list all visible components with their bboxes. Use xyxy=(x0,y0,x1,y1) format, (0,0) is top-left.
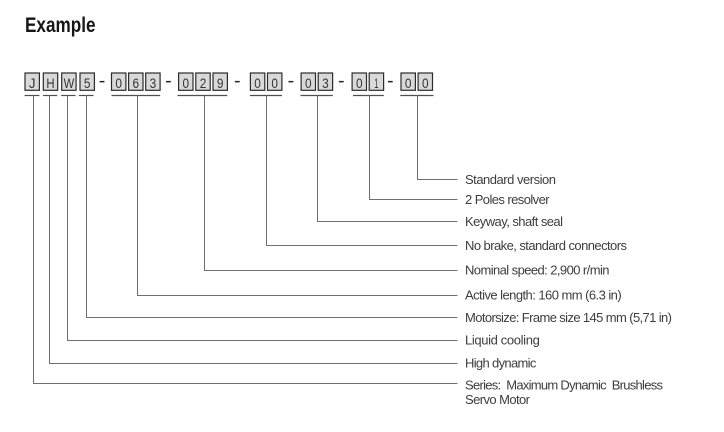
svg-text:Liquid cooling: Liquid cooling xyxy=(465,333,540,348)
svg-text:9: 9 xyxy=(217,76,224,91)
svg-text:H: H xyxy=(46,76,54,91)
svg-text:Active length: 160 mm (6.3 in): Active length: 160 mm (6.3 in) xyxy=(465,288,622,303)
svg-text:No brake, standard connectors: No brake, standard connectors xyxy=(465,238,628,253)
svg-text:2 Poles resolver: 2 Poles resolver xyxy=(465,192,550,207)
svg-text:0: 0 xyxy=(405,76,412,91)
svg-text:0: 0 xyxy=(183,76,190,91)
svg-text:Nominal speed: 2,900 r/min: Nominal speed: 2,900 r/min xyxy=(465,263,610,278)
svg-text:Example: Example xyxy=(25,13,96,37)
svg-text:0: 0 xyxy=(254,76,261,91)
svg-text:0: 0 xyxy=(422,76,429,91)
svg-text:Servo Motor: Servo Motor xyxy=(465,392,531,407)
svg-text:0: 0 xyxy=(305,76,312,91)
svg-text:6: 6 xyxy=(133,76,140,91)
svg-text:Keyway, shaft seal: Keyway, shaft seal xyxy=(465,214,563,229)
svg-text:3: 3 xyxy=(322,76,329,91)
svg-text:W: W xyxy=(64,76,75,91)
svg-text:Motorsize: Frame size 145 mm (: Motorsize: Frame size 145 mm (5,71 in) xyxy=(465,310,672,325)
svg-text:0: 0 xyxy=(271,76,278,91)
svg-text:High dynamic: High dynamic xyxy=(465,356,537,371)
svg-text:3: 3 xyxy=(150,76,157,91)
svg-text:Series: Maximum Dynamic Brus: Series: Maximum Dynamic Brushless xyxy=(465,378,664,393)
svg-text:Standard version: Standard version xyxy=(465,172,556,187)
svg-text:2: 2 xyxy=(200,76,207,91)
svg-text:1: 1 xyxy=(374,76,378,91)
svg-text:0: 0 xyxy=(356,76,363,91)
svg-text:J: J xyxy=(29,76,36,91)
svg-text:5: 5 xyxy=(84,76,91,91)
svg-text:0: 0 xyxy=(115,76,122,91)
